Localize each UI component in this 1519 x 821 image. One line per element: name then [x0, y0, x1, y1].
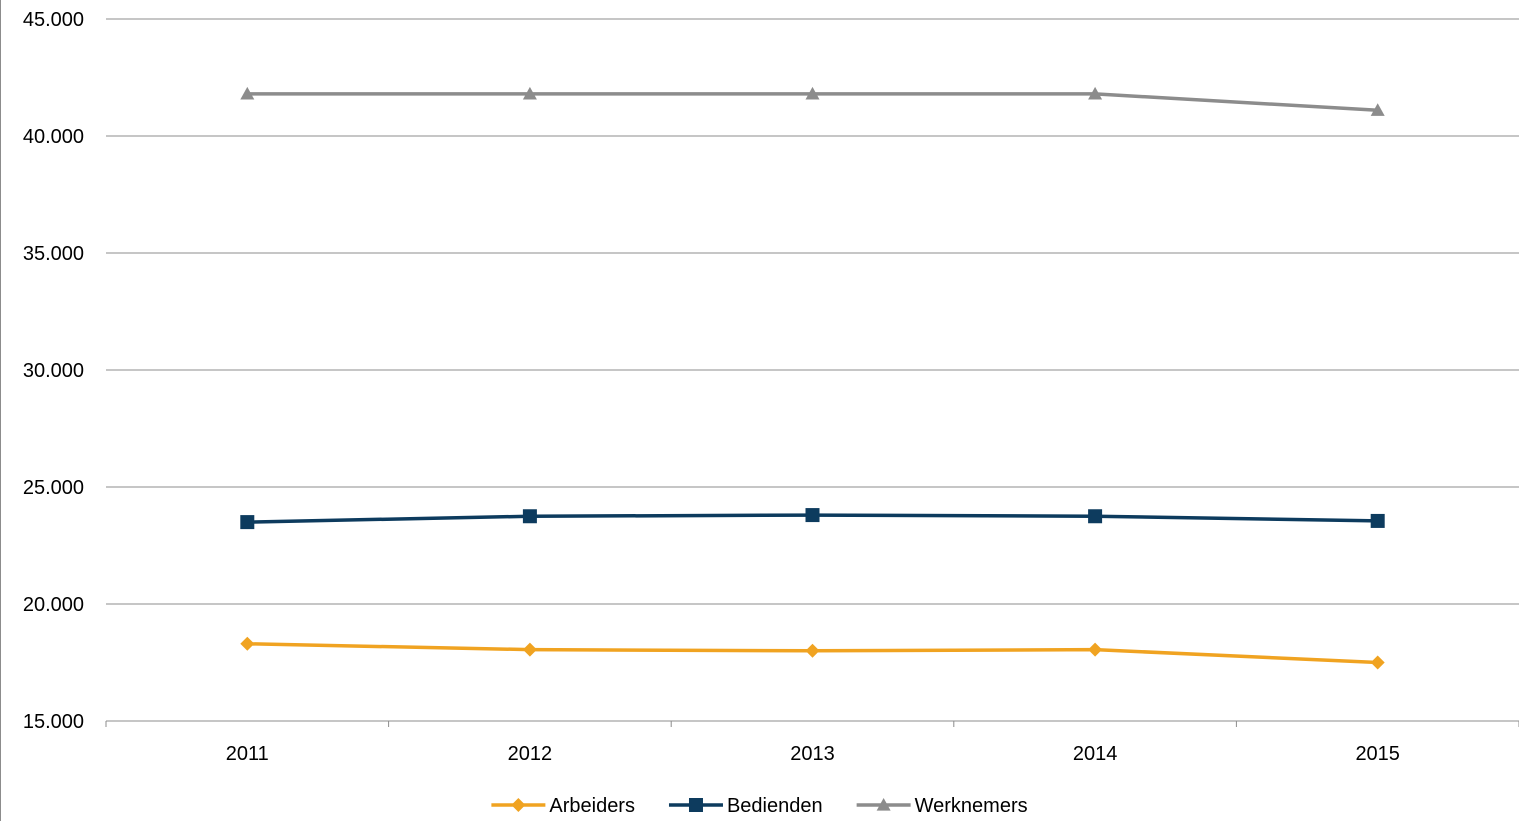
x-tick-label: 2014 [1073, 743, 1118, 765]
gridlines [106, 18, 1519, 605]
y-tick-label: 40.000 [23, 126, 84, 148]
x-tick-label: 2013 [790, 743, 835, 765]
y-tick-label: 30.000 [23, 360, 84, 382]
triangle-marker [522, 86, 537, 100]
square-marker [805, 508, 820, 523]
square-marker [688, 798, 703, 812]
diamond-marker [1088, 642, 1103, 657]
triangle-marker [240, 86, 255, 100]
legend-label: Bedienden [727, 795, 823, 817]
x-tick-label: 2015 [1355, 743, 1400, 765]
chart-frame-left-border [0, 0, 1, 821]
y-axis-tick-labels: 15.000 20.000 25.000 30.000 35.000 40.000 45.0… [23, 9, 84, 733]
square-marker [1088, 509, 1103, 524]
triangle-marker [1370, 103, 1385, 116]
diamond-marker [511, 798, 526, 812]
y-tick-label: 45.000 [23, 9, 84, 31]
diamond-marker [522, 642, 537, 657]
legend-label: Werknemers [915, 795, 1028, 817]
x-axis-tick-labels: 2011 2012 2013 2014 2015 [226, 743, 1400, 765]
square-marker [240, 515, 255, 530]
square-marker [522, 509, 537, 524]
diamond-marker [1370, 655, 1385, 670]
diamond-marker [805, 643, 820, 658]
triangle-marker [1088, 86, 1103, 100]
square-marker [1370, 513, 1385, 528]
diamond-marker [240, 636, 255, 651]
x-tick-label: 2012 [508, 743, 553, 765]
legend-item-werknemers[interactable]: Werknemers [856, 795, 1028, 817]
series-group [240, 86, 1385, 670]
legend[interactable]: Arbeiders Bedienden Werknemers [491, 795, 1028, 817]
y-tick-label: 15.000 [23, 711, 84, 733]
series-arbeiders [240, 636, 1385, 670]
legend-item-arbeiders[interactable]: Arbeiders [491, 795, 635, 817]
triangle-marker [805, 86, 820, 100]
axes [105, 720, 1519, 727]
series-bedienden [240, 508, 1385, 530]
x-tick-label: 2011 [226, 743, 269, 765]
y-tick-label: 25.000 [23, 477, 84, 499]
series-werknemers [240, 86, 1385, 116]
legend-label: Arbeiders [549, 795, 635, 817]
triangle-marker [876, 798, 891, 811]
legend-item-bedienden[interactable]: Bedienden [668, 795, 823, 817]
y-tick-label: 20.000 [23, 594, 84, 616]
y-tick-label: 35.000 [23, 243, 84, 265]
